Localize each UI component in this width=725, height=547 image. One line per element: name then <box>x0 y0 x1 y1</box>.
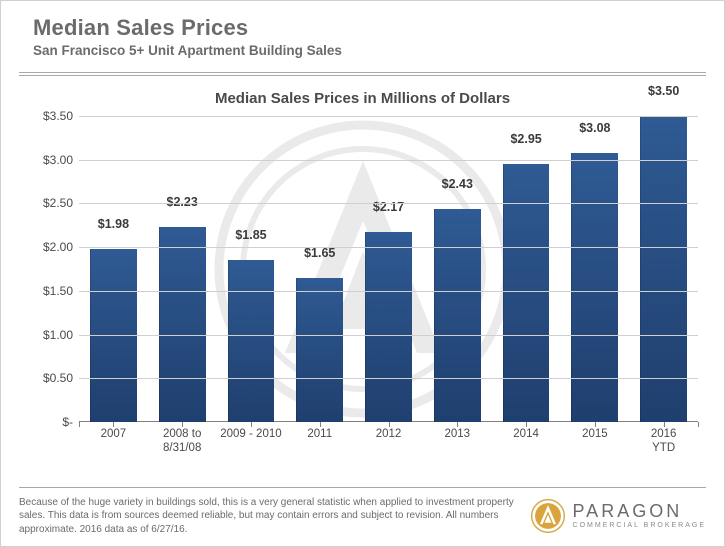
bar-value-label: $1.85 <box>217 228 286 242</box>
y-tick-label: $- <box>27 415 73 429</box>
footer: Because of the huge variety in buildings… <box>19 487 706 537</box>
chart-container: Median Sales Prices in Millions of Dolla… <box>19 76 706 462</box>
page-title: Median Sales Prices <box>33 15 692 41</box>
bar-column: $2.23 <box>148 94 217 422</box>
bar-column: $3.08 <box>560 94 629 422</box>
x-tick-label: 2013 <box>423 424 492 462</box>
bar-column: $1.85 <box>217 94 286 422</box>
bar <box>640 116 687 422</box>
x-tick-label: 2015 <box>560 424 629 462</box>
bar <box>296 278 343 422</box>
bars-group: $1.98$2.23 $1.85$1.65$2.17$2.43 $2.95$3.08… <box>79 94 698 422</box>
grid-line <box>79 116 698 117</box>
x-tick-label: 2009 - 2010 <box>217 424 286 462</box>
grid-line <box>79 160 698 161</box>
brand-logo-icon <box>531 499 565 533</box>
x-tick-label: 2014 <box>492 424 561 462</box>
footnote-text: Because of the huge variety in buildings… <box>19 496 531 537</box>
brand-tagline: COMMERCIAL BROKERAGE <box>573 522 706 529</box>
bar-column: $2.43 <box>423 94 492 422</box>
bar <box>434 209 481 422</box>
bar <box>571 153 618 422</box>
bar-value-label: $2.95 <box>492 132 561 146</box>
grid-line <box>79 203 698 204</box>
bar-column: $1.98 <box>79 94 148 422</box>
y-tick-label: $3.50 <box>27 109 73 123</box>
brand-block: PARAGON COMMERCIAL BROKERAGE <box>531 499 706 533</box>
x-tick-label: 2011 <box>285 424 354 462</box>
bar <box>228 260 275 422</box>
x-tick <box>698 422 699 427</box>
grid-line <box>79 291 698 292</box>
chart-header: Median Sales Prices San Francisco 5+ Uni… <box>1 1 724 66</box>
bar-value-label: $2.17 <box>354 200 423 214</box>
brand-text: PARAGON COMMERCIAL BROKERAGE <box>573 502 706 529</box>
y-tick-label: $1.50 <box>27 284 73 298</box>
bar-column: $3.50 <box>629 94 698 422</box>
grid-line <box>79 335 698 336</box>
x-tick-label: 2008 to8/31/08 <box>148 424 217 462</box>
bar <box>159 227 206 422</box>
bar-value-label: $1.98 <box>79 217 148 231</box>
bar <box>365 232 412 422</box>
y-tick-label: $0.50 <box>27 371 73 385</box>
y-tick-label: $2.50 <box>27 196 73 210</box>
grid-line <box>79 378 698 379</box>
x-tick-label: 2012 <box>354 424 423 462</box>
bar-column: $2.95 <box>492 94 561 422</box>
y-tick-label: $3.00 <box>27 153 73 167</box>
bar-value-label: $3.08 <box>560 121 629 135</box>
x-tick-label: 2007 <box>79 424 148 462</box>
bar-column: $1.65 <box>285 94 354 422</box>
y-tick-label: $2.00 <box>27 240 73 254</box>
y-tick-label: $1.00 <box>27 328 73 342</box>
x-tick-label: 2016YTD <box>629 424 698 462</box>
plot-area: $1.98$2.23 $1.85$1.65$2.17$2.43 $2.95$3.08… <box>79 94 698 422</box>
page-subtitle: San Francisco 5+ Unit Apartment Building… <box>33 43 692 58</box>
x-axis-labels: 20072008 to8/31/082009 - 201020112012201… <box>79 424 698 462</box>
bar-value-label: $3.50 <box>629 84 698 98</box>
bar-value-label: $2.43 <box>423 177 492 191</box>
bar-value-label: $2.23 <box>148 195 217 209</box>
brand-name: PARAGON <box>573 502 706 520</box>
grid-line <box>79 247 698 248</box>
bar-column: $2.17 <box>354 94 423 422</box>
